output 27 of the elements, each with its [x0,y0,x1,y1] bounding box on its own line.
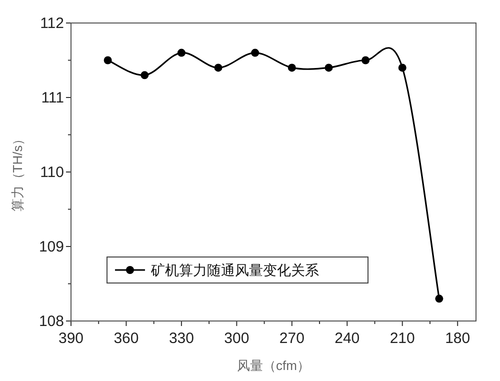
point [362,56,370,64]
legend-label: 矿机算力随通风量变化关系 [150,262,319,278]
point [104,56,112,64]
point [324,64,333,72]
y-tick-label: 111 [41,90,64,106]
point [398,64,406,72]
point [251,48,260,57]
x-tick-label: 390 [58,330,84,347]
x-axis-title: 风量（cfm） [237,358,310,373]
point [214,64,222,72]
y-axis-title: 算力（TH/s） [10,132,25,212]
y-tick-label: 110 [40,164,64,181]
point [177,48,186,57]
legend: 矿机算力随通风量变化关系 [106,256,368,284]
y-tick-label: 108 [38,313,64,330]
x-tick-label: 330 [168,330,194,347]
x-tick-label: 210 [390,330,415,347]
x-tick-label: 300 [224,330,250,347]
x-tick-label: 360 [114,330,139,347]
point [435,294,444,303]
point [140,71,149,80]
y-tick-label: 109 [38,238,64,256]
x-tick-label: 270 [279,330,304,347]
y-tick-label: 112 [40,15,64,32]
x-tick-label: 180 [445,330,470,347]
point [288,64,296,72]
x-tick-label: 240 [334,330,360,347]
